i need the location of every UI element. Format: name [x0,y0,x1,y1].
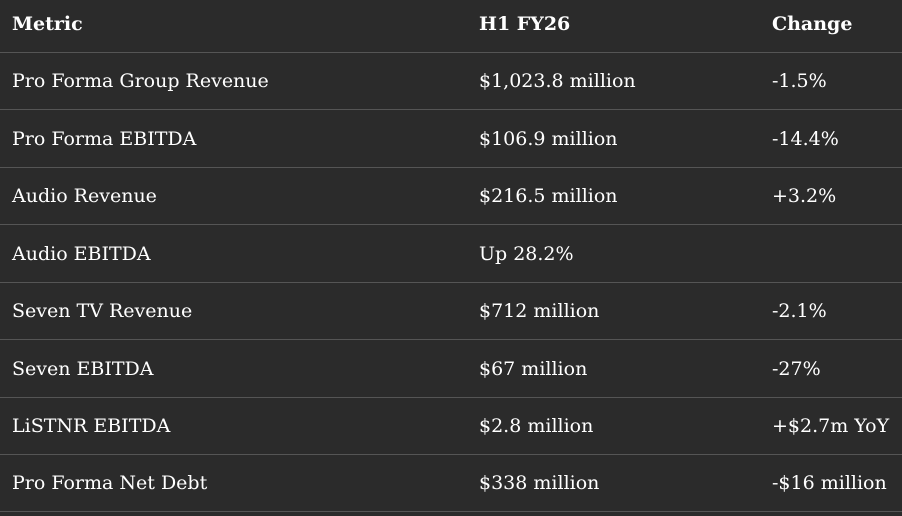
change-cell: -14.4% [772,128,839,150]
table-row: Pro Forma Group Revenue $1,023.8 million… [0,53,902,110]
table-header-row: Metric H1 FY26 Change [0,0,902,53]
metric-cell: Seven EBITDA [12,358,154,380]
change-cell: -27% [772,358,821,380]
metric-cell: Audio Revenue [12,185,157,207]
metric-cell: Audio EBITDA [12,243,151,265]
table-row: LiSTNR EBITDA $2.8 million +$2.7m YoY [0,398,902,455]
change-cell: +3.2% [772,185,837,207]
change-cell: -1.5% [772,70,827,92]
table-row: Audio EBITDA Up 28.2% [0,226,902,283]
change-cell: +$2.7m YoY [772,415,890,437]
value-cell: $338 million [479,472,600,494]
table-row: Pro Forma Net Debt $338 million -$16 mil… [0,455,902,512]
value-cell: $2.8 million [479,415,594,437]
table-row: Seven EBITDA $67 million -27% [0,341,902,398]
header-h1-fy26: H1 FY26 [479,13,571,35]
metric-cell: Seven TV Revenue [12,300,193,322]
value-cell: Up 28.2% [479,243,574,265]
change-cell: -$16 million [772,472,887,494]
value-cell: $67 million [479,358,588,380]
table-row: Audio Revenue $216.5 million +3.2% [0,168,902,225]
value-cell: $1,023.8 million [479,70,636,92]
value-cell: $216.5 million [479,185,618,207]
value-cell: $712 million [479,300,600,322]
metric-cell: Pro Forma Net Debt [12,472,208,494]
change-cell: -2.1% [772,300,827,322]
table-row: Pro Forma EBITDA $106.9 million -14.4% [0,111,902,168]
metric-cell: LiSTNR EBITDA [12,415,171,437]
header-metric: Metric [12,13,83,35]
value-cell: $106.9 million [479,128,618,150]
table-row: Seven TV Revenue $712 million -2.1% [0,283,902,340]
header-change: Change [772,13,853,35]
metric-cell: Pro Forma EBITDA [12,128,197,150]
metric-cell: Pro Forma Group Revenue [12,70,269,92]
